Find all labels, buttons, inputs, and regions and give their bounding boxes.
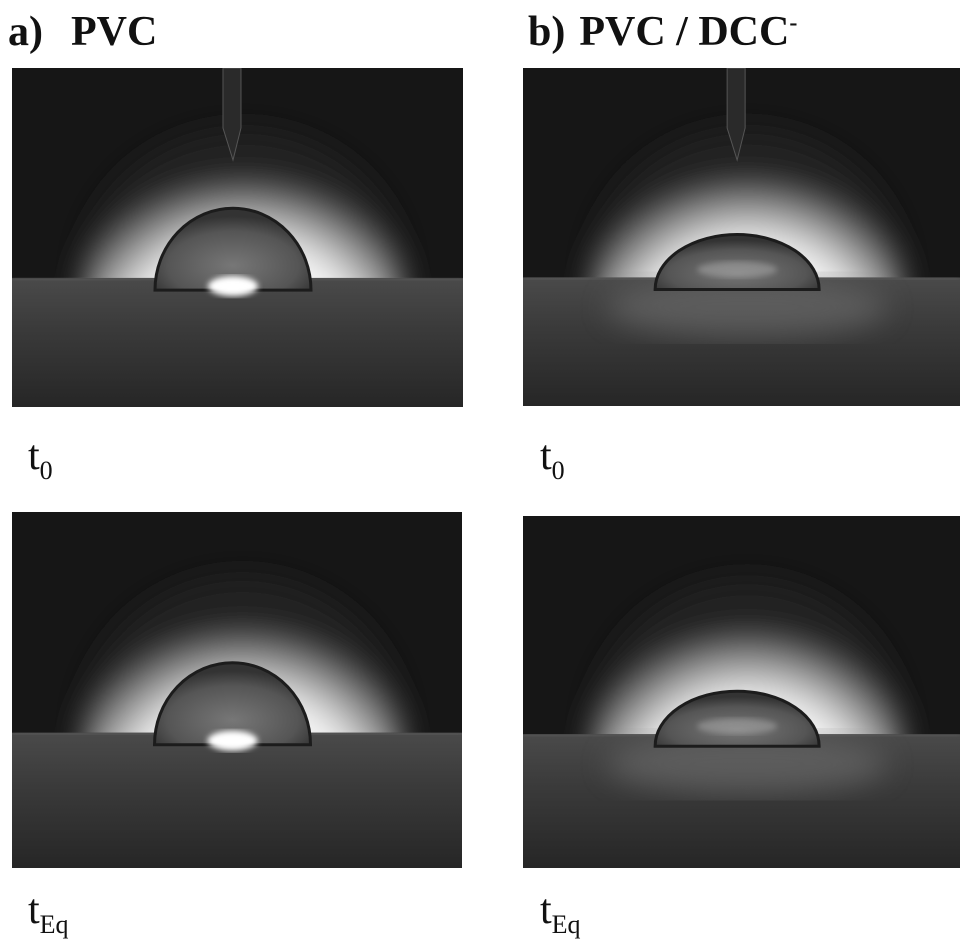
caption-main: t [540, 433, 552, 479]
caption-main: t [28, 433, 40, 479]
caption: tEq [540, 886, 581, 940]
droplet-photo [523, 68, 960, 406]
caption-main: t [28, 887, 40, 933]
caption-sub: Eq [551, 910, 581, 939]
caption: t0 [28, 432, 53, 486]
caption-sub: Eq [39, 910, 69, 939]
droplet-photo [523, 516, 960, 868]
caption: tEq [28, 886, 69, 940]
droplet-photo [12, 68, 463, 407]
caption-main: t [540, 887, 552, 933]
caption: t0 [540, 432, 565, 486]
panel-label: a) [8, 9, 43, 55]
panel-title: PVC / DCC [579, 9, 790, 55]
title-superscript: - [789, 10, 798, 36]
panel-title: PVC [71, 9, 158, 55]
panel-heading: b) PVC / DCC- [528, 8, 797, 56]
caption-sub: 0 [39, 456, 53, 485]
droplet-photo [12, 512, 462, 868]
caption-sub: 0 [551, 456, 565, 485]
panel-label: b) [528, 9, 566, 55]
panel-heading: a) PVC [8, 8, 157, 56]
